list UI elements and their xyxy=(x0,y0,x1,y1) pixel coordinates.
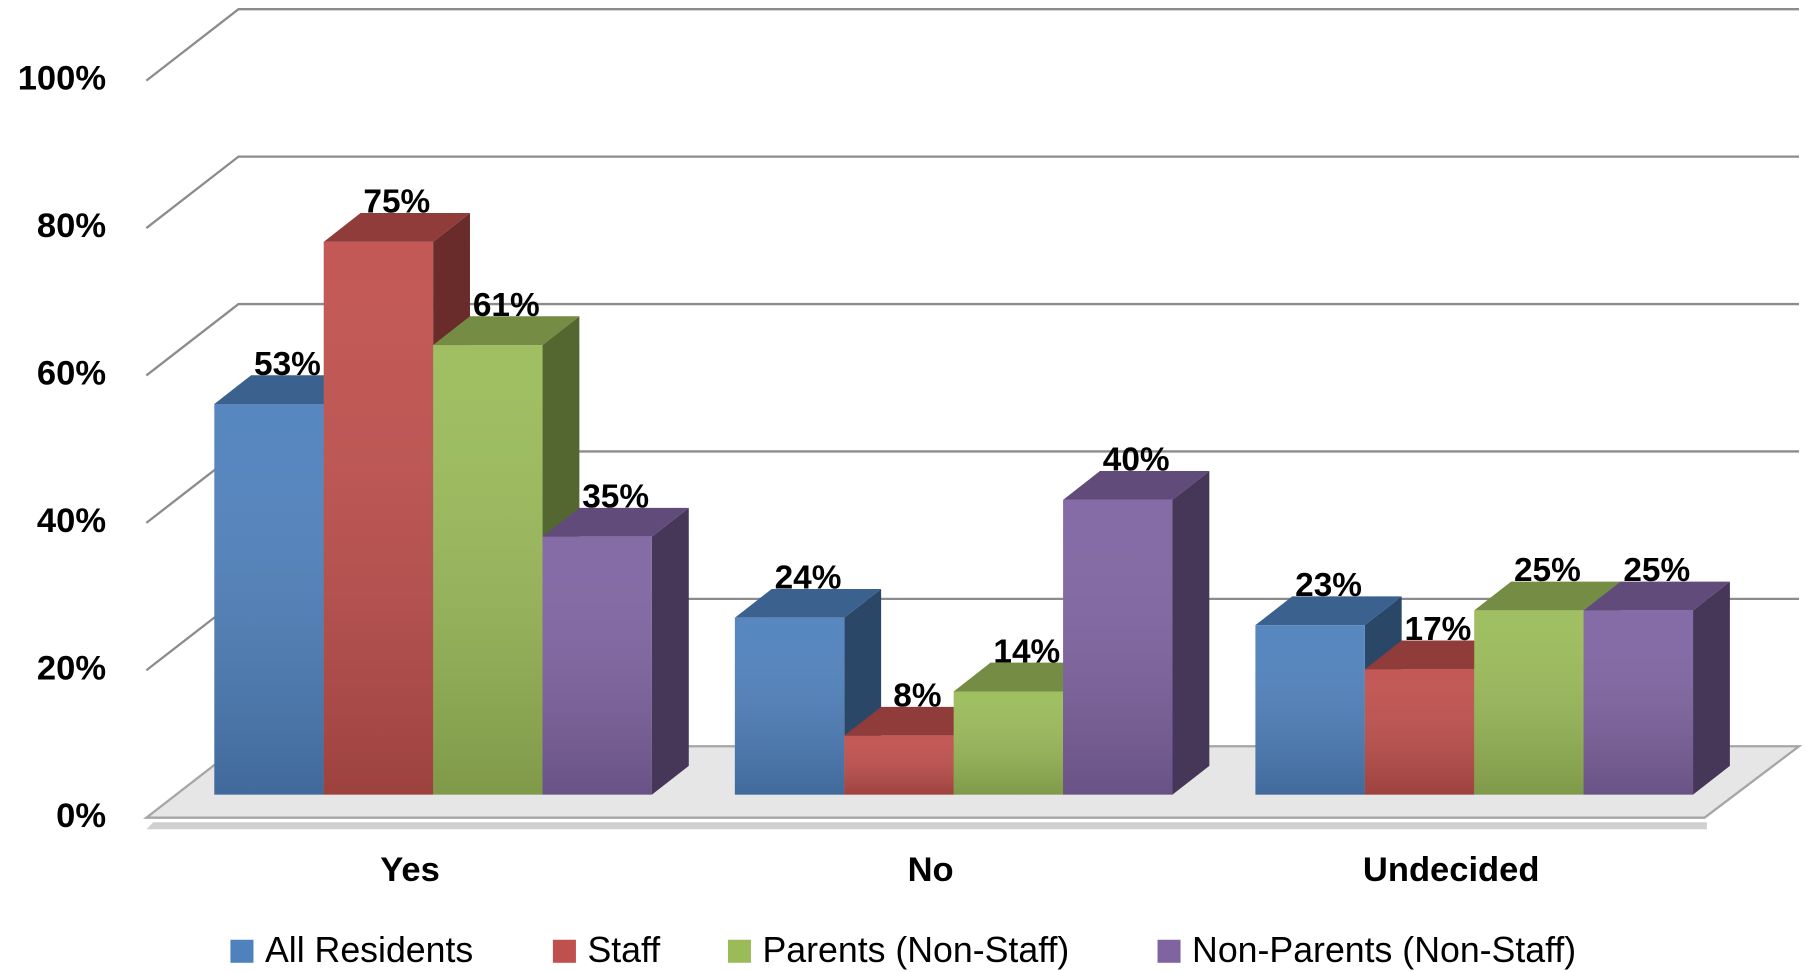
x-tick-label: Yes xyxy=(380,851,440,889)
value-label: 53% xyxy=(254,346,321,383)
legend-swatch xyxy=(1157,939,1181,963)
grid-line xyxy=(145,155,1799,229)
y-tick-label: 100% xyxy=(18,60,106,98)
grid-line xyxy=(145,302,1799,377)
bar xyxy=(1063,471,1210,795)
bar-front-shade xyxy=(1474,610,1584,795)
value-label: 8% xyxy=(893,677,941,714)
bar-top xyxy=(433,316,580,346)
value-label: 24% xyxy=(775,560,842,597)
x-tick-label: No xyxy=(908,851,954,889)
legend-label: Non-Parents (Non-Staff) xyxy=(1192,930,1576,970)
grid-line xyxy=(145,8,1799,82)
x-tick-label: Undecided xyxy=(1363,851,1540,889)
legend-swatch xyxy=(552,939,576,963)
bar-front-shade xyxy=(433,345,543,795)
y-tick-label: 20% xyxy=(37,649,106,687)
y-tick-label: 80% xyxy=(37,207,106,245)
bar-top xyxy=(734,588,882,618)
legend-label: Parents (Non-Staff) xyxy=(762,930,1069,970)
bar-side xyxy=(651,507,689,795)
bar-top xyxy=(1474,581,1621,611)
value-label: 61% xyxy=(473,287,540,324)
bar-front-shade xyxy=(1364,669,1475,795)
value-label: 14% xyxy=(993,633,1060,670)
bar-front-shade xyxy=(734,617,845,795)
legend-label: All Residents xyxy=(265,930,473,970)
value-label: 25% xyxy=(1514,552,1581,589)
bar-front-shade xyxy=(1063,499,1173,795)
bar-top xyxy=(1063,471,1210,500)
value-label: 75% xyxy=(363,184,430,221)
bar-front-shade xyxy=(1583,610,1694,795)
bar-front-shade xyxy=(953,691,1064,795)
value-label: 35% xyxy=(582,478,649,515)
floor-shadow xyxy=(146,822,1707,830)
y-tick-label: 0% xyxy=(56,797,106,835)
bar-front-shade xyxy=(323,241,434,795)
y-tick-label: 40% xyxy=(37,502,106,540)
value-label: 25% xyxy=(1623,552,1690,589)
value-label: 17% xyxy=(1405,611,1472,648)
bar xyxy=(1583,581,1730,795)
legend-label: Staff xyxy=(587,930,660,970)
value-label: 40% xyxy=(1103,442,1170,479)
bar-front-shade xyxy=(1255,625,1365,795)
bar xyxy=(542,507,689,795)
bar-front-shade xyxy=(542,536,652,795)
bar-front-shade xyxy=(844,735,954,795)
bar-front-shade xyxy=(214,404,324,795)
legend-swatch xyxy=(230,939,254,963)
legend-swatch xyxy=(727,939,751,963)
bar-side xyxy=(1693,581,1730,795)
bar-top xyxy=(323,213,470,242)
bar-side xyxy=(1172,471,1210,795)
bar xyxy=(214,375,361,795)
bar-top xyxy=(542,507,689,537)
y-tick-label: 60% xyxy=(37,355,106,393)
value-label: 23% xyxy=(1295,567,1362,604)
bar-top xyxy=(1583,581,1730,611)
bar-top xyxy=(1255,596,1402,626)
